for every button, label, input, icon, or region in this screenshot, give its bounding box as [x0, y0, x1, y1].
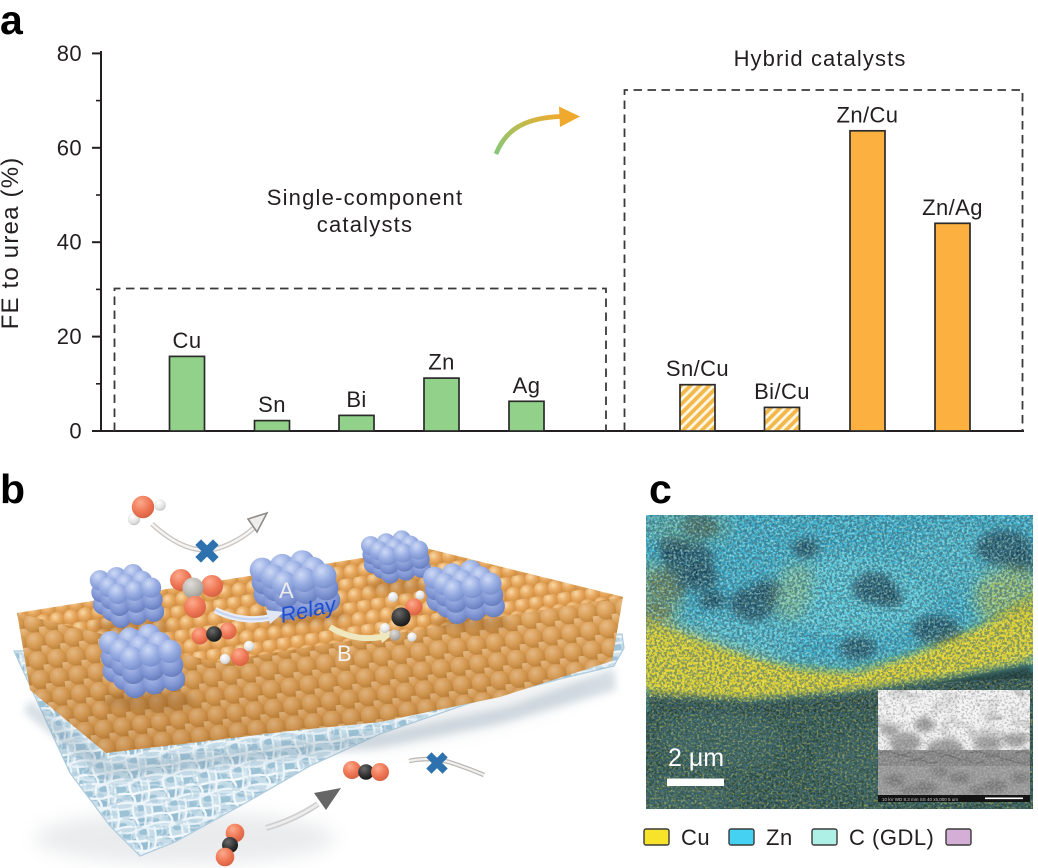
svg-text:0: 0	[69, 419, 82, 444]
svg-text:2 μm: 2 μm	[668, 744, 724, 772]
svg-text:Sn/Cu: Sn/Cu	[666, 356, 729, 381]
svg-text:B: B	[337, 641, 352, 666]
svg-text:10 kV WD 8.3 mm SS 40 x5,00: 10 kV WD 8.3 mm SS 40 x5,000 5 um	[882, 797, 958, 802]
svg-text:Single-component: Single-component	[267, 185, 464, 210]
svg-text:Bi/Cu: Bi/Cu	[754, 379, 810, 404]
svg-text:Zn/Ag: Zn/Ag	[922, 195, 983, 220]
svg-text:Bi: Bi	[346, 387, 366, 412]
svg-text:Cu: Cu	[173, 328, 202, 353]
svg-text:A: A	[279, 578, 294, 603]
svg-text:FE to urea (%): FE to urea (%)	[0, 157, 24, 330]
svg-text:c: c	[649, 466, 672, 512]
svg-text:Zn: Zn	[766, 825, 793, 850]
svg-text:Zn/Cu: Zn/Cu	[837, 102, 899, 127]
svg-text:Hybrid catalysts: Hybrid catalysts	[734, 46, 907, 71]
svg-text:40: 40	[57, 230, 82, 255]
svg-text:catalysts: catalysts	[317, 212, 413, 237]
svg-text:Cu: Cu	[681, 825, 710, 850]
svg-text:20: 20	[57, 324, 82, 349]
svg-text:b: b	[0, 466, 25, 512]
svg-text:Ag: Ag	[513, 373, 541, 398]
svg-text:a: a	[0, 0, 24, 43]
svg-text:Sn: Sn	[258, 392, 286, 417]
svg-text:C (GDL): C (GDL)	[849, 825, 934, 850]
svg-text:Zn: Zn	[428, 350, 454, 375]
svg-text:60: 60	[57, 135, 82, 160]
svg-text:80: 80	[57, 41, 82, 66]
